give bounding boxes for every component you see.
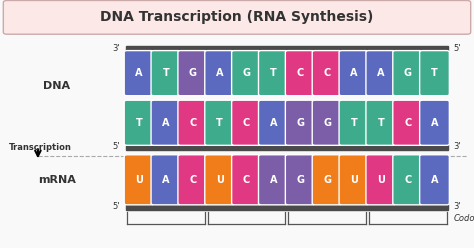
FancyBboxPatch shape <box>339 51 369 96</box>
Text: 5': 5' <box>112 142 120 152</box>
Text: T: T <box>216 118 223 128</box>
FancyBboxPatch shape <box>178 155 208 205</box>
Text: G: G <box>323 175 331 185</box>
Text: Codons: Codons <box>454 214 474 223</box>
Text: C: C <box>323 68 331 78</box>
FancyBboxPatch shape <box>258 100 288 145</box>
Bar <box>126 203 448 210</box>
FancyBboxPatch shape <box>285 100 315 145</box>
Text: 5': 5' <box>112 202 120 211</box>
Text: A: A <box>162 175 170 185</box>
Text: C: C <box>189 175 196 185</box>
FancyBboxPatch shape <box>366 100 396 145</box>
Text: T: T <box>431 68 438 78</box>
Text: A: A <box>377 68 384 78</box>
Text: G: G <box>243 68 250 78</box>
FancyBboxPatch shape <box>151 100 181 145</box>
FancyBboxPatch shape <box>285 51 315 96</box>
FancyBboxPatch shape <box>339 100 369 145</box>
FancyBboxPatch shape <box>312 51 342 96</box>
FancyBboxPatch shape <box>124 155 154 205</box>
Text: T: T <box>136 118 142 128</box>
Text: A: A <box>350 68 358 78</box>
FancyBboxPatch shape <box>151 155 181 205</box>
Text: C: C <box>243 175 250 185</box>
Text: 3': 3' <box>112 44 120 54</box>
Text: Transcription: Transcription <box>9 143 72 152</box>
Text: A: A <box>162 118 170 128</box>
Bar <box>126 46 448 52</box>
FancyBboxPatch shape <box>366 51 396 96</box>
FancyBboxPatch shape <box>393 100 422 145</box>
FancyBboxPatch shape <box>124 51 154 96</box>
Text: T: T <box>270 68 277 78</box>
FancyBboxPatch shape <box>393 51 422 96</box>
Text: A: A <box>135 68 143 78</box>
Text: U: U <box>135 175 143 185</box>
Text: 3': 3' <box>454 142 461 152</box>
Text: G: G <box>189 68 197 78</box>
Text: DNA: DNA <box>43 81 71 91</box>
FancyBboxPatch shape <box>258 51 288 96</box>
FancyBboxPatch shape <box>419 51 449 96</box>
Text: G: G <box>296 118 304 128</box>
FancyBboxPatch shape <box>339 155 369 205</box>
FancyBboxPatch shape <box>232 100 261 145</box>
FancyBboxPatch shape <box>205 100 235 145</box>
FancyBboxPatch shape <box>366 155 396 205</box>
FancyBboxPatch shape <box>3 0 471 34</box>
FancyBboxPatch shape <box>312 100 342 145</box>
Text: T: T <box>163 68 169 78</box>
Text: G: G <box>296 175 304 185</box>
Text: 5': 5' <box>454 44 461 54</box>
FancyBboxPatch shape <box>419 155 449 205</box>
FancyBboxPatch shape <box>205 155 235 205</box>
FancyBboxPatch shape <box>393 155 422 205</box>
Text: A: A <box>431 175 438 185</box>
Text: A: A <box>216 68 223 78</box>
FancyBboxPatch shape <box>151 51 181 96</box>
Text: T: T <box>377 118 384 128</box>
Bar <box>126 144 448 150</box>
Text: T: T <box>351 118 357 128</box>
Text: 3': 3' <box>454 202 461 211</box>
Text: A: A <box>270 175 277 185</box>
Text: mRNA: mRNA <box>38 175 76 185</box>
Text: C: C <box>189 118 196 128</box>
FancyBboxPatch shape <box>419 100 449 145</box>
FancyBboxPatch shape <box>312 155 342 205</box>
Text: C: C <box>297 68 304 78</box>
Text: G: G <box>323 118 331 128</box>
Text: G: G <box>404 68 411 78</box>
FancyBboxPatch shape <box>285 155 315 205</box>
FancyBboxPatch shape <box>258 155 288 205</box>
FancyBboxPatch shape <box>232 155 261 205</box>
Text: C: C <box>243 118 250 128</box>
Text: A: A <box>270 118 277 128</box>
Text: C: C <box>404 175 411 185</box>
Text: U: U <box>216 175 224 185</box>
FancyBboxPatch shape <box>178 100 208 145</box>
FancyBboxPatch shape <box>178 51 208 96</box>
FancyBboxPatch shape <box>205 51 235 96</box>
Text: A: A <box>431 118 438 128</box>
Text: C: C <box>404 118 411 128</box>
Text: U: U <box>350 175 358 185</box>
FancyBboxPatch shape <box>124 100 154 145</box>
Text: DNA Transcription (RNA Synthesis): DNA Transcription (RNA Synthesis) <box>100 10 374 24</box>
FancyBboxPatch shape <box>232 51 261 96</box>
Text: U: U <box>377 175 385 185</box>
